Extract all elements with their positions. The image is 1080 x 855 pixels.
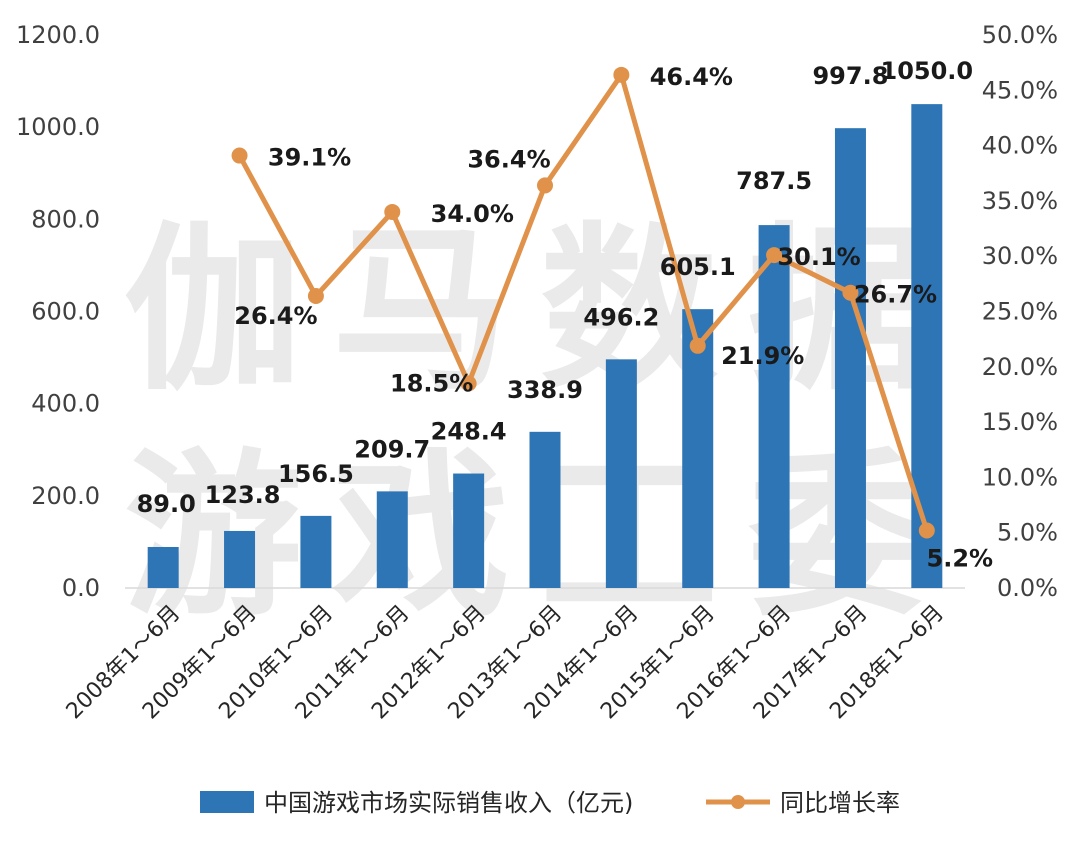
- bar: [682, 309, 714, 588]
- legend-line-marker: [731, 795, 745, 809]
- left-tick-label: 400.0: [31, 390, 100, 418]
- growth-rate-data-label: 39.1%: [268, 144, 351, 172]
- line-data-labels: 39.1% 26.4% 34.0% 18.5% 36.4% 46.4% 21.9% 30.1%…: [234, 63, 993, 573]
- bar-data-label: 496.2: [583, 303, 659, 331]
- legend-bar-label: 中国游戏市场实际销售收入（亿元): [264, 789, 633, 817]
- watermark-line-2: 游戏工委: [124, 433, 956, 640]
- left-tick-label: 200.0: [31, 482, 100, 510]
- bar: [224, 530, 256, 588]
- bar-data-label: 156.5: [278, 460, 354, 488]
- left-axis: 0.0 200.0 400.0 600.0 800.0 1000.0 1200.0: [16, 21, 100, 602]
- bar-data-label: 338.9: [507, 376, 583, 404]
- growth-rate-marker: [613, 66, 630, 83]
- bar-data-label: 787.5: [736, 167, 812, 195]
- bar-data-label: 89.0: [137, 490, 196, 518]
- growth-rate-marker: [537, 177, 553, 194]
- right-tick-label: 0.0%: [997, 574, 1058, 602]
- right-tick-label: 10.0%: [982, 463, 1058, 491]
- left-tick-label: 1200.0: [16, 21, 100, 49]
- bar: [300, 515, 332, 588]
- right-tick-label: 20.0%: [982, 353, 1058, 381]
- bar-series: [147, 104, 943, 589]
- growth-rate-data-label: 26.4%: [234, 302, 317, 330]
- right-tick-label: 40.0%: [982, 132, 1058, 160]
- growth-rate-data-label: 46.4%: [650, 63, 733, 91]
- growth-rate-data-label: 36.4%: [467, 145, 550, 173]
- bar-data-label: 997.8: [812, 62, 888, 90]
- right-tick-label: 35.0%: [982, 187, 1058, 215]
- growth-rate-line: [237, 72, 930, 533]
- growth-rate-marker: [384, 203, 401, 220]
- growth-rate-data-label: 30.1%: [777, 243, 860, 271]
- bar: [529, 431, 561, 588]
- bar-data-label: 209.7: [354, 435, 430, 463]
- growth-rate-marker: [689, 337, 706, 354]
- right-tick-label: 45.0%: [982, 76, 1058, 104]
- bar-data-label: 248.4: [431, 418, 507, 446]
- bar: [758, 225, 790, 588]
- left-tick-label: 0.0: [62, 574, 100, 602]
- growth-rate-marker: [766, 247, 783, 264]
- growth-rate-marker: [231, 147, 248, 164]
- legend-line-label: 同比增长率: [780, 789, 900, 817]
- right-tick-label: 25.0%: [982, 298, 1058, 326]
- bar: [147, 546, 179, 588]
- bar: [834, 128, 866, 589]
- growth-rate-data-label: 21.9%: [721, 342, 804, 370]
- line-series: [231, 66, 935, 539]
- growth-rate-data-label: 18.5%: [390, 369, 473, 397]
- growth-rate-marker: [918, 522, 935, 539]
- growth-rate-data-label: 5.2%: [927, 544, 994, 572]
- bar: [376, 491, 408, 588]
- growth-rate-data-label: 26.7%: [854, 281, 937, 309]
- legend-bar-swatch: [200, 791, 254, 813]
- bar: [453, 473, 485, 588]
- right-axis: 0.0% 5.0% 10.0% 15.0% 20.0% 25.0% 30.0% 35.0% 40…: [982, 21, 1058, 602]
- bar-data-label: 1050.0: [881, 57, 974, 85]
- right-tick-label: 5.0%: [997, 519, 1058, 547]
- bar: [911, 104, 943, 588]
- growth-rate-marker: [307, 288, 324, 305]
- bar: [605, 359, 637, 588]
- growth-rate-marker: [460, 375, 477, 392]
- bar-data-label: 605.1: [660, 253, 736, 281]
- right-tick-label: 50.0%: [982, 21, 1058, 49]
- growth-rate-data-label: 34.0%: [431, 200, 514, 228]
- bar-data-label: 123.8: [205, 481, 281, 509]
- growth-rate-marker: [842, 284, 859, 301]
- legend: 中国游戏市场实际销售收入（亿元) 同比增长率: [200, 789, 900, 817]
- left-tick-label: 1000.0: [16, 113, 100, 141]
- right-tick-label: 15.0%: [982, 408, 1058, 436]
- right-tick-label: 30.0%: [982, 242, 1058, 270]
- left-tick-label: 800.0: [31, 205, 100, 233]
- left-tick-label: 600.0: [31, 298, 100, 326]
